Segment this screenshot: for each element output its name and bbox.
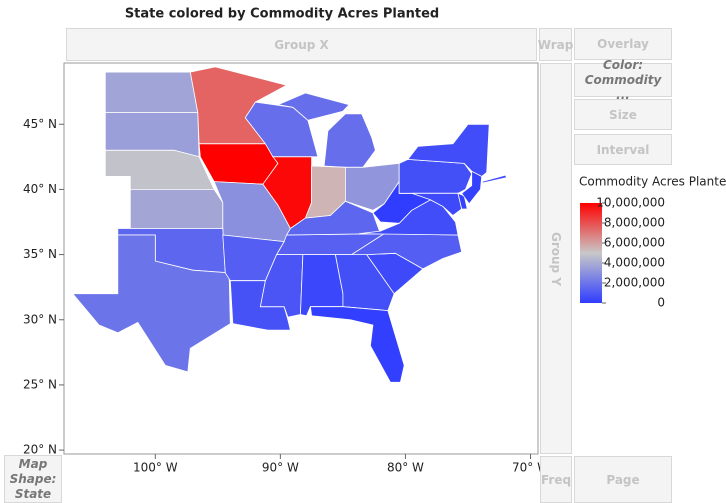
map-shape-zone[interactable]: Map Shape: State <box>4 455 62 503</box>
state-region <box>71 234 231 373</box>
legend-tick-label: 0 <box>657 296 665 310</box>
chart-title: State colored by Commodity Acres Planted <box>125 7 439 22</box>
wrap-zone[interactable]: Wrap <box>538 28 573 61</box>
state-region <box>259 254 304 318</box>
y-tick-label: 20° N <box>23 443 57 457</box>
x-tick-label: 70° W <box>512 461 549 475</box>
y-tick-label: 25° N <box>23 377 57 391</box>
legend-tick-label: 2,000,000 <box>604 276 665 290</box>
x-tick-label: 80° W <box>387 461 424 475</box>
size-zone[interactable]: Size <box>574 99 672 130</box>
y-tick-label: 30° N <box>23 312 57 326</box>
state-region <box>129 189 224 229</box>
y-tick-label: 40° N <box>23 182 57 196</box>
x-tick-label: 100° W <box>133 461 178 475</box>
legend-title: Commodity Acres Planted <box>579 175 726 189</box>
group-x-zone[interactable]: Group X <box>66 28 537 61</box>
y-tick-label: 45° N <box>23 117 57 131</box>
state-region <box>398 158 473 194</box>
page-zone[interactable]: Page <box>574 456 672 503</box>
x-tick-label: 90° W <box>262 461 299 475</box>
legend-tick-label: 6,000,000 <box>604 236 665 250</box>
legend-tick-label: 10,000,000 <box>596 196 665 210</box>
interval-zone[interactable]: Interval <box>574 134 672 165</box>
state-region <box>285 200 381 236</box>
legend-gradient <box>580 203 602 303</box>
state-region <box>309 306 405 383</box>
state-region <box>407 123 508 184</box>
y-tick-label: 35° N <box>23 247 57 261</box>
overlay-zone[interactable]: Overlay <box>574 28 672 60</box>
freq-zone[interactable]: Freq <box>540 456 572 503</box>
state-region <box>457 192 468 210</box>
color-zone[interactable]: Color: Commodity ... <box>574 58 672 102</box>
group-y-zone[interactable]: Group Y <box>540 63 572 454</box>
legend-tick-label: 8,000,000 <box>604 216 665 230</box>
legend-tick-label: 4,000,000 <box>604 256 665 270</box>
state-region <box>104 71 199 113</box>
group-y-label: Group Y <box>549 231 564 286</box>
